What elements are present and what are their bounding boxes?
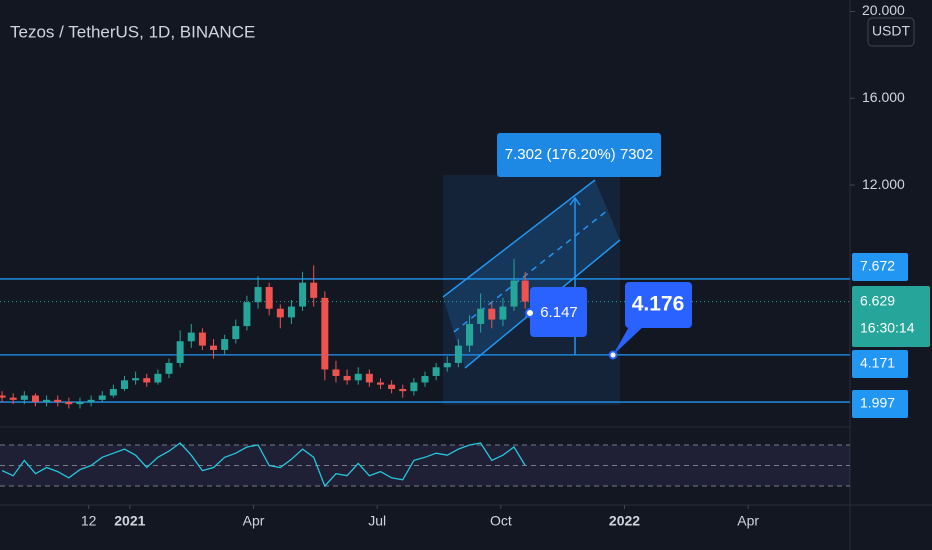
annotation-box [497,133,661,177]
candle-body [399,388,407,392]
annotation-box [530,287,587,337]
pointer [613,325,645,355]
candle-body [165,362,173,374]
candle-body [466,323,474,346]
annotation-box [625,282,692,328]
candle-body [499,306,507,320]
candle-body [210,345,218,350]
candle-body [132,378,140,381]
price-label-box [852,286,930,347]
y-tick-label: 12.000 [862,176,905,192]
candle-body [243,302,251,327]
currency-button[interactable] [867,17,915,47]
candle-body [154,373,162,383]
candle-body [43,399,51,403]
candle-body [221,339,229,350]
candle-body [477,308,485,324]
candle-body [87,399,95,403]
price-label: 4.171 [860,355,895,371]
candle-body [321,297,329,370]
y-tick-label: 16.000 [862,89,905,105]
candle-body [310,282,318,298]
candle-body [9,397,17,400]
candle-body [31,395,39,403]
candle-body [109,388,117,396]
channel-top [442,179,596,298]
candle-body [54,399,62,403]
price-label: 7.672 [860,258,895,274]
candle-body [376,382,384,385]
candle-body [388,384,396,389]
x-tick-label: Apr [243,513,265,529]
candle-body [432,367,440,376]
candle-body [521,280,529,302]
x-tick-label: Jul [368,513,386,529]
candle-body [332,369,340,376]
candle-body [443,362,451,368]
candle-body [265,287,273,309]
candle-body [120,380,128,389]
candle-body [410,382,418,392]
annotation: 6.147 [540,304,578,321]
candle-body [20,395,28,400]
x-tick-label: Apr [737,513,759,529]
candle-body [287,306,295,318]
candle-body [98,395,106,400]
countdown: 16:30:14 [860,320,915,336]
annotation: 7.302 (176.20%) 7302 [505,146,653,163]
candle-body [365,373,373,383]
candle-body [276,308,284,318]
x-tick-label: 2022 [609,513,640,529]
candle-body [343,375,351,381]
candle-body [143,378,151,383]
price-label-box [852,390,908,418]
candle-body [421,375,429,383]
currency[interactable]: USDT [872,23,911,39]
candle-body [187,332,195,342]
candle-body [510,280,518,307]
price-label: 6.629 [860,293,895,309]
x-tick-label: Oct [490,513,512,529]
candle-body [354,373,362,381]
candle-body [198,332,206,346]
candle-body [254,287,262,303]
candle-body [454,345,462,363]
x-tick-label: 2021 [114,513,145,529]
price-label: 1.997 [860,395,895,411]
price-label-box [852,350,908,378]
anchor-dot [608,350,618,360]
chart-title: Tezos / TetherUS, 1D, BINANCE [10,22,255,41]
candle-body [488,308,496,320]
candle-body [0,395,6,398]
candle-body [176,341,184,363]
arrow-head [569,196,581,206]
candle-body [65,402,73,405]
rsi-line [1,442,526,488]
anchor-dot [525,308,535,318]
price-label-box [852,253,908,281]
candle-body [76,402,84,405]
candle-body [232,326,240,340]
x-tick-label: 12 [81,513,97,529]
y-tick-label: 20.000 [862,2,905,18]
candle-body [299,282,307,307]
annotation: 4.176 [632,293,685,316]
